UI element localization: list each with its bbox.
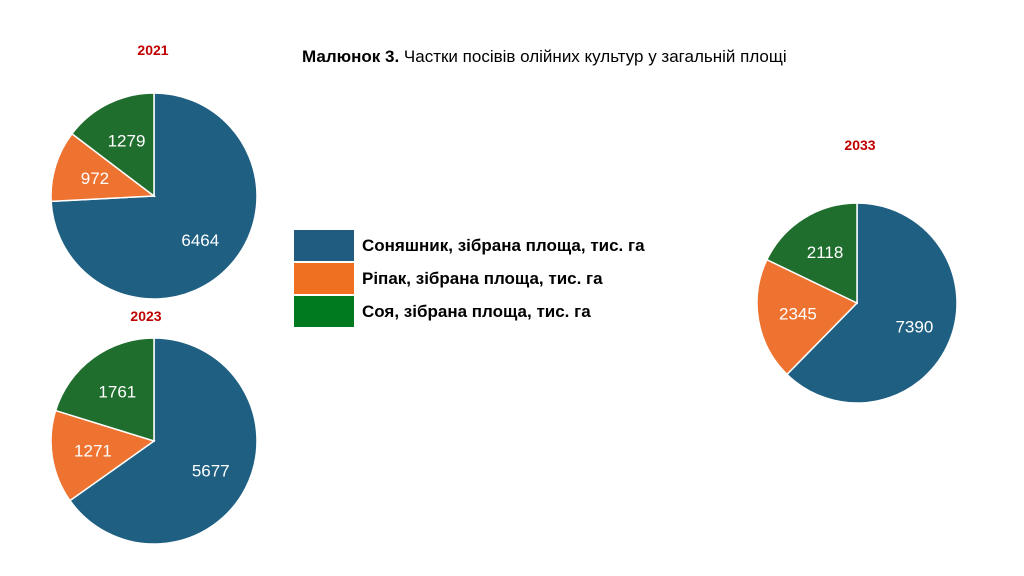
pie-2033-slice-soy [765, 202, 858, 305]
pie-2021-slice-soy [70, 92, 155, 198]
legend-item-rapeseed: Ріпак, зібрана площа, тис. га [294, 262, 645, 295]
pie-2021-label-soy: 1279 [108, 132, 146, 151]
pie-2033-slice-rapeseed [756, 258, 859, 376]
pie-2033-slice-sunflower [785, 202, 958, 404]
legend-swatch-soy [294, 296, 354, 327]
legend: Соняшник, зібрана площа, тис. га Ріпак, … [294, 229, 645, 328]
legend-item-sunflower: Соняшник, зібрана площа, тис. га [294, 229, 645, 262]
pie-2033-title: 2033 [844, 137, 876, 153]
pie-2023-slice-sunflower [68, 337, 258, 545]
pie-chart-2033: 7390 2345 2118 [756, 202, 958, 404]
pie-chart-2021: 6464 972 1279 [50, 92, 258, 300]
pie-2023-label-rapeseed: 1271 [74, 442, 112, 461]
pie-2033-label-soy: 2118 [807, 243, 844, 262]
pie-2023-label-sunflower: 5677 [192, 461, 230, 480]
pie-2021-title: 2021 [137, 42, 169, 58]
legend-label-rapeseed: Ріпак, зібрана площа, тис. га [362, 268, 603, 288]
legend-item-soy: Соя, зібрана площа, тис. га [294, 295, 645, 328]
pie-2023-label-soy: 1761 [98, 382, 136, 401]
pie-2023-title: 2023 [130, 308, 162, 324]
legend-swatch-sunflower [294, 230, 354, 261]
figure-title: Малюнок 3. Частки посівів олійних культу… [302, 47, 787, 67]
pie-chart-2023: 5677 1271 1761 [50, 337, 258, 545]
pie-2021-label-sunflower: 6464 [181, 231, 219, 250]
legend-swatch-rapeseed [294, 263, 354, 294]
figure-title-bold: Малюнок 3. [302, 47, 400, 66]
pie-2033-label-rapeseed: 2345 [779, 304, 817, 323]
legend-label-sunflower: Соняшник, зібрана площа, тис. га [362, 235, 645, 255]
pie-2023-slice-soy [54, 337, 155, 443]
pie-2021-label-rapeseed: 972 [81, 169, 109, 188]
pie-2021-slice-rapeseed [50, 132, 157, 203]
legend-label-soy: Соя, зібрана площа, тис. га [362, 301, 591, 321]
pie-2033-label-sunflower: 7390 [895, 317, 933, 336]
figure-title-text: Частки посівів олійних культур у загальн… [399, 47, 787, 66]
